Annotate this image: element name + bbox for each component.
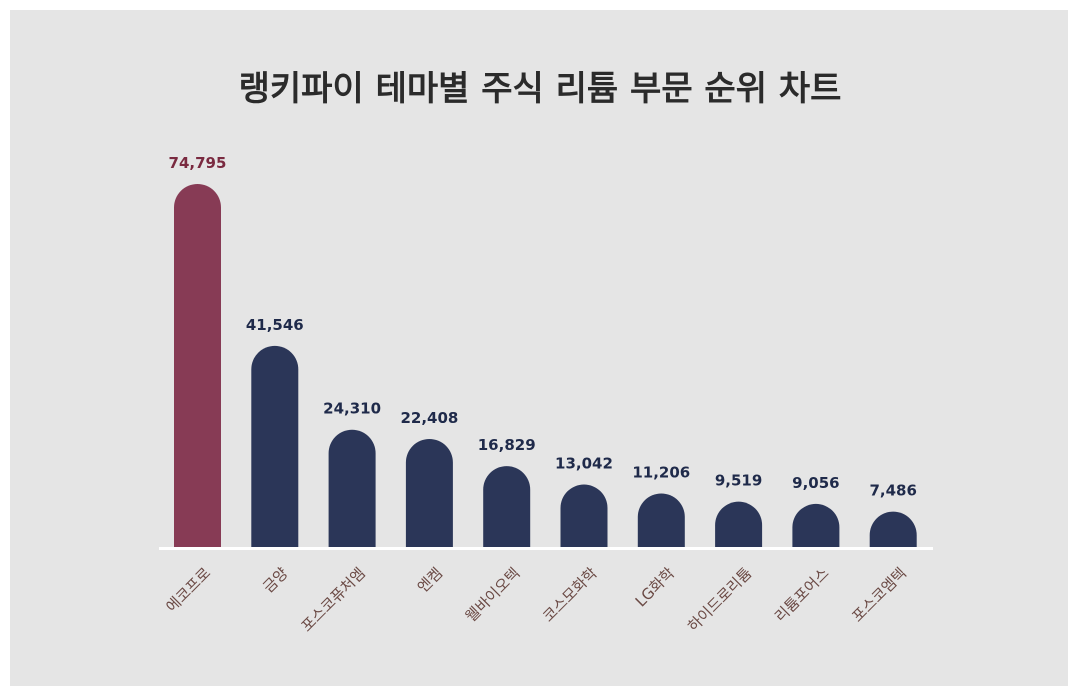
bar-포스코퓨처엠 [328, 429, 376, 548]
value-label: 7,486 [869, 482, 916, 500]
chart-title: 랭키파이 테마별 주식 리튬 부문 순위 차트 [239, 69, 842, 109]
category-label: 웰바이오텍 [462, 564, 524, 626]
category-label: 금양 [259, 564, 291, 596]
category-label: 하이드로리튬 [684, 564, 755, 635]
category-label: 포스코엠텍 [848, 564, 910, 626]
category-labels-group: 에코프로 금양 포스코퓨처엠 엔켐 웰바이오텍 코스모화학 LG화학 하이드로리튬 리튬포어스 포… [162, 564, 909, 635]
value-label: 22,408 [400, 409, 458, 427]
value-label: 11,206 [632, 463, 690, 481]
value-labels-group: 74,795 41,546 24,310 22,408 16,829 13,042 11,2… [169, 154, 917, 500]
bar-리튬포어스 [792, 503, 840, 548]
bar-웰바이오텍 [483, 466, 531, 548]
value-label: 13,042 [555, 455, 613, 473]
value-label: 9,056 [792, 474, 839, 492]
category-label: 에코프로 [162, 564, 214, 616]
category-label: 포스코퓨처엠 [298, 564, 369, 635]
value-label: 41,546 [246, 316, 304, 334]
category-label: 코스모화학 [539, 564, 601, 626]
category-label: LG화학 [632, 564, 679, 611]
bar-하이드로리튬 [715, 501, 763, 548]
value-label: 9,519 [715, 472, 762, 490]
bar-코스모화학 [560, 484, 608, 548]
value-label: 74,795 [169, 154, 227, 172]
bar-엔켐 [405, 438, 453, 548]
value-label: 24,310 [323, 400, 381, 418]
bar-LG화학 [637, 493, 685, 548]
bar-에코프로 [174, 184, 221, 548]
category-label: 엔켐 [414, 564, 446, 596]
category-label: 리튬포어스 [771, 564, 833, 626]
bar-금양 [251, 345, 299, 548]
bar-포스코엠텍 [869, 511, 917, 548]
bars-group [174, 184, 917, 548]
value-label: 16,829 [478, 436, 536, 454]
